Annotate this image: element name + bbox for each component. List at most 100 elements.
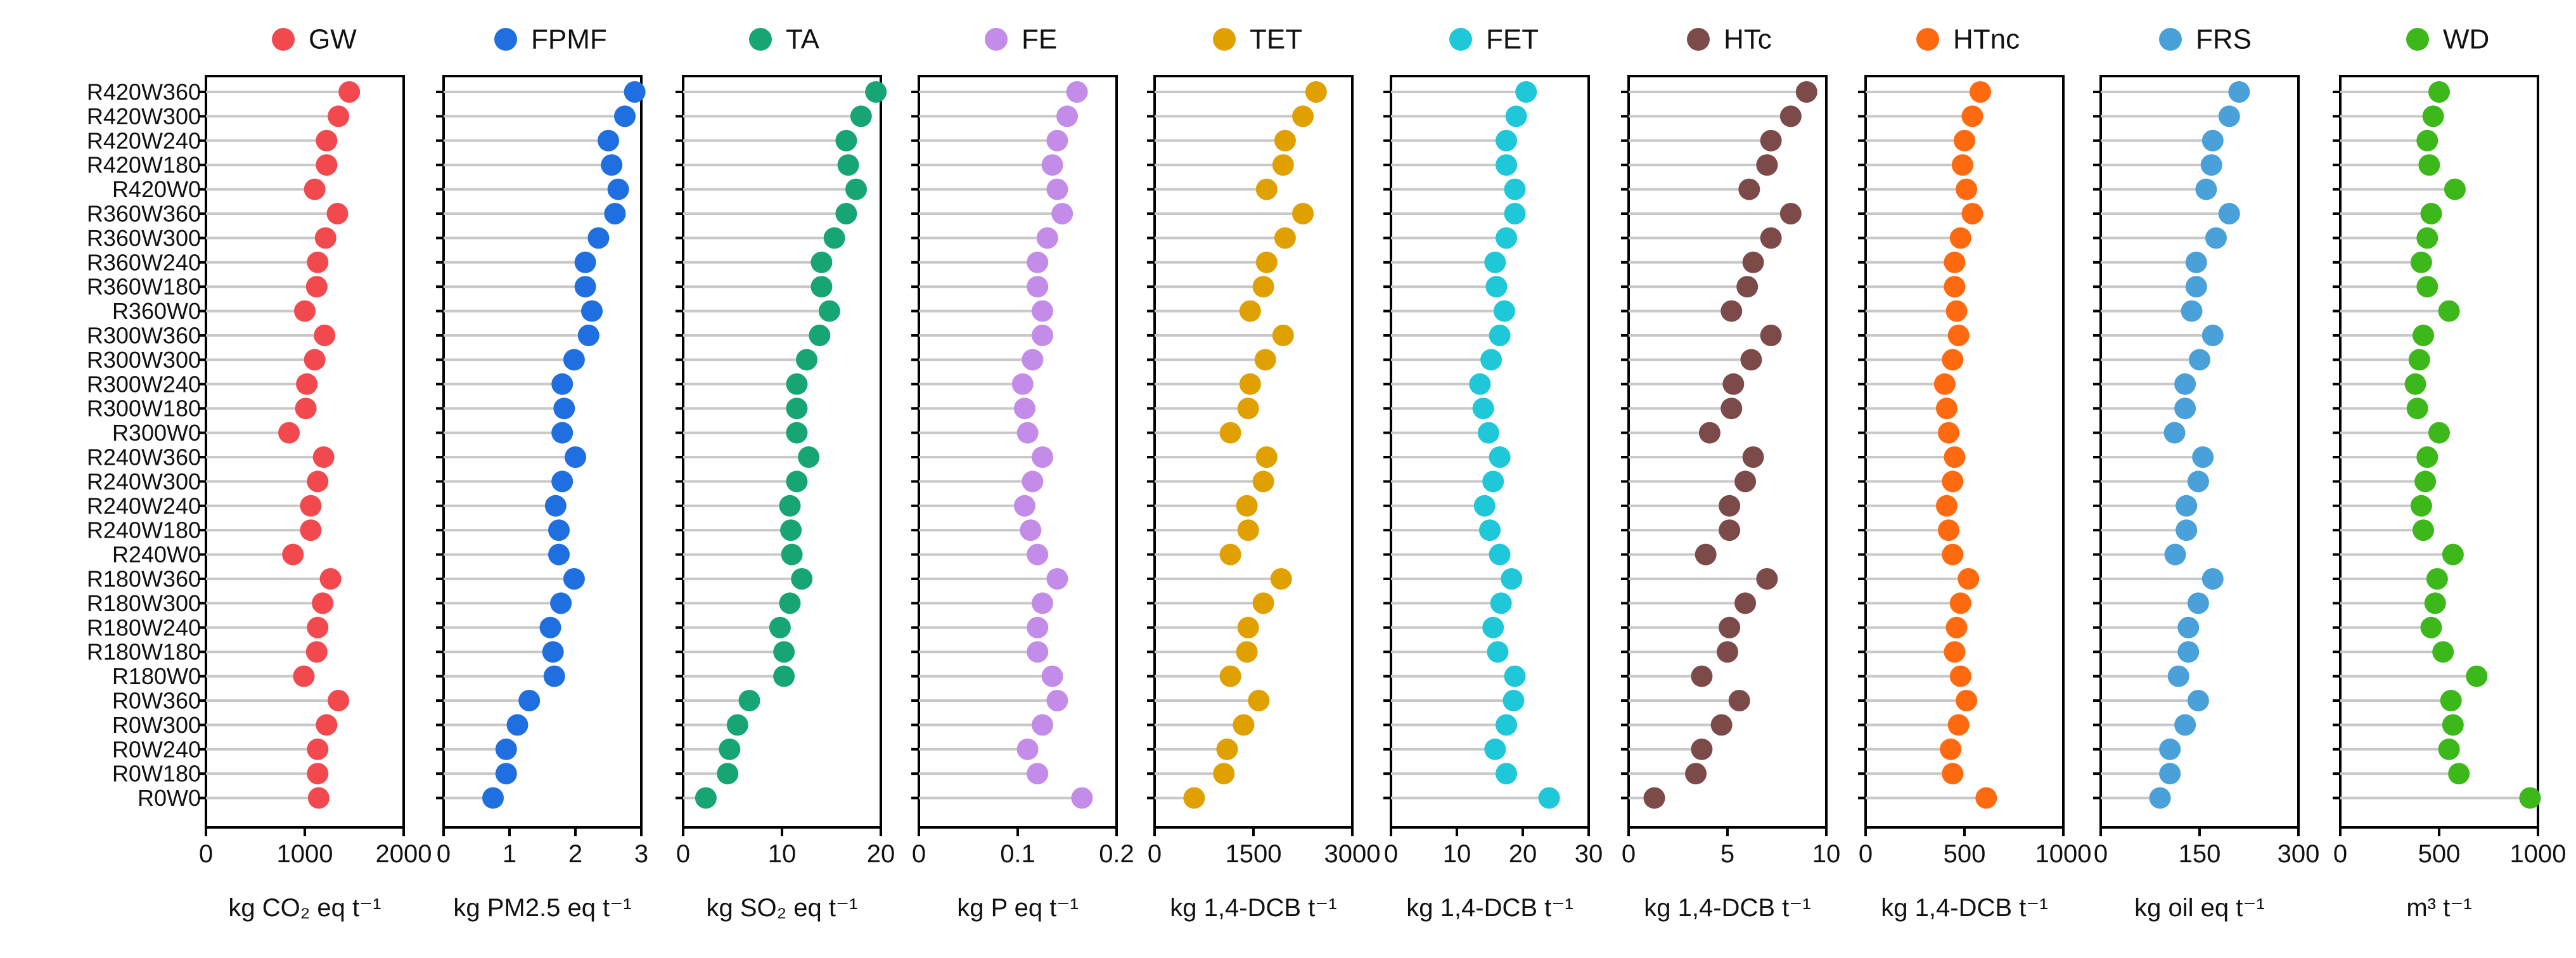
data-point: [1051, 203, 1073, 224]
data-point: [1252, 470, 1274, 493]
legend-marker: [1449, 28, 1472, 51]
legend-label: TET: [1250, 24, 1302, 55]
data-point: [1027, 251, 1049, 273]
data-point: [779, 495, 801, 517]
data-point: [1722, 373, 1745, 395]
data-point: [1949, 227, 1971, 249]
data-point: [328, 690, 350, 711]
data-point: [295, 398, 317, 420]
data-point: [798, 446, 820, 468]
data-point: [2448, 763, 2470, 785]
legend-marker: [2159, 28, 2182, 51]
data-point: [1255, 251, 1278, 273]
data-point: [1538, 787, 1560, 809]
data-point: [2410, 251, 2432, 273]
x-axis-title: kg 1,4-DCB t⁻¹: [1644, 894, 1810, 922]
data-point: [1255, 178, 1278, 200]
data-point: [548, 519, 570, 541]
data-point: [769, 616, 791, 638]
data-point: [786, 470, 808, 493]
data-point: [601, 154, 623, 176]
data-point: [563, 568, 585, 590]
data-point: [1032, 300, 1053, 322]
data-point: [326, 203, 349, 224]
data-point: [1487, 641, 1509, 663]
data-point: [1503, 690, 1525, 711]
data-point: [1740, 349, 1762, 371]
category-labels: R420W360R420W300R420W240R420W180R420W0R3…: [87, 79, 201, 812]
data-point: [1292, 203, 1314, 224]
data-point: [518, 690, 541, 711]
x-tick-label: 0: [1148, 840, 1162, 868]
data-point: [1947, 325, 1970, 346]
data-point: [1756, 568, 1778, 590]
data-point: [1219, 665, 1241, 687]
panel-fpmf: 0 1 2 3kg PM2.5 eq t⁻¹ FPMF: [436, 24, 648, 922]
x-tick-label: 0.1: [1000, 840, 1035, 868]
category-label: R0W360: [112, 688, 201, 714]
data-point: [2426, 568, 2448, 590]
data-point: [1515, 81, 1537, 103]
x-axis-title: kg CO₂ eq t⁻¹: [228, 894, 381, 922]
panel-frame: [442, 75, 643, 829]
data-point: [1956, 690, 1978, 711]
x-tick-label: 20: [867, 840, 895, 868]
data-point: [1489, 446, 1511, 468]
data-point: [2420, 203, 2442, 224]
data-point: [1961, 105, 1983, 127]
panel-ta: 0 10 20 kg SO₂ eq t⁻¹ TA: [676, 24, 895, 922]
x-axis-title: kg SO₂ eq t⁻¹: [707, 894, 858, 922]
data-point: [1945, 300, 1968, 322]
data-point: [1949, 665, 1971, 687]
data-point: [314, 325, 336, 346]
data-point: [2438, 300, 2460, 322]
data-point: [850, 105, 872, 127]
legend-label: HTnc: [1953, 24, 2020, 55]
data-point: [2205, 227, 2227, 249]
category-label: R360W0: [112, 298, 201, 324]
data-point: [2187, 592, 2209, 614]
data-point: [544, 495, 567, 517]
data-point: [1489, 543, 1511, 566]
data-point: [1945, 616, 1968, 638]
data-point: [2201, 129, 2224, 152]
data-point: [2440, 690, 2462, 711]
legend-marker: [2406, 28, 2429, 51]
data-point: [695, 787, 717, 809]
data-point: [2413, 519, 2435, 541]
data-point: [1216, 738, 1238, 760]
data-point: [2201, 568, 2224, 590]
data-point: [1944, 446, 1966, 468]
x-axis-title: kg 1,4-DCB t⁻¹: [1406, 894, 1573, 922]
panel-frame: [1390, 75, 1590, 829]
legend-wd: WD: [2406, 24, 2489, 55]
category-label: R300W0: [112, 420, 201, 446]
data-point: [2177, 641, 2200, 663]
data-point: [2176, 519, 2198, 541]
data-point: [818, 300, 840, 322]
data-point: [1237, 398, 1259, 420]
legend-marker: [494, 28, 517, 51]
data-point: [1933, 373, 1956, 395]
data-point: [1484, 251, 1506, 273]
data-point: [1944, 276, 1966, 298]
data-point: [2187, 470, 2209, 493]
data-point: [1252, 276, 1274, 298]
x-axis-title: m³ t⁻¹: [2406, 894, 2471, 922]
data-point: [1691, 665, 1713, 687]
data-point: [1938, 519, 1960, 541]
data-point: [1719, 519, 1741, 541]
data-point: [539, 616, 561, 638]
data-point: [1027, 543, 1049, 566]
data-point: [1239, 373, 1261, 395]
data-point: [1237, 616, 1259, 638]
data-point: [1493, 300, 1515, 322]
data-point: [1961, 203, 1983, 224]
data-point: [1942, 349, 1964, 371]
data-point: [574, 251, 596, 273]
data-point: [1270, 568, 1292, 590]
x-tick-label: 5: [1721, 840, 1734, 868]
x-tick-label: 300: [2278, 840, 2320, 868]
